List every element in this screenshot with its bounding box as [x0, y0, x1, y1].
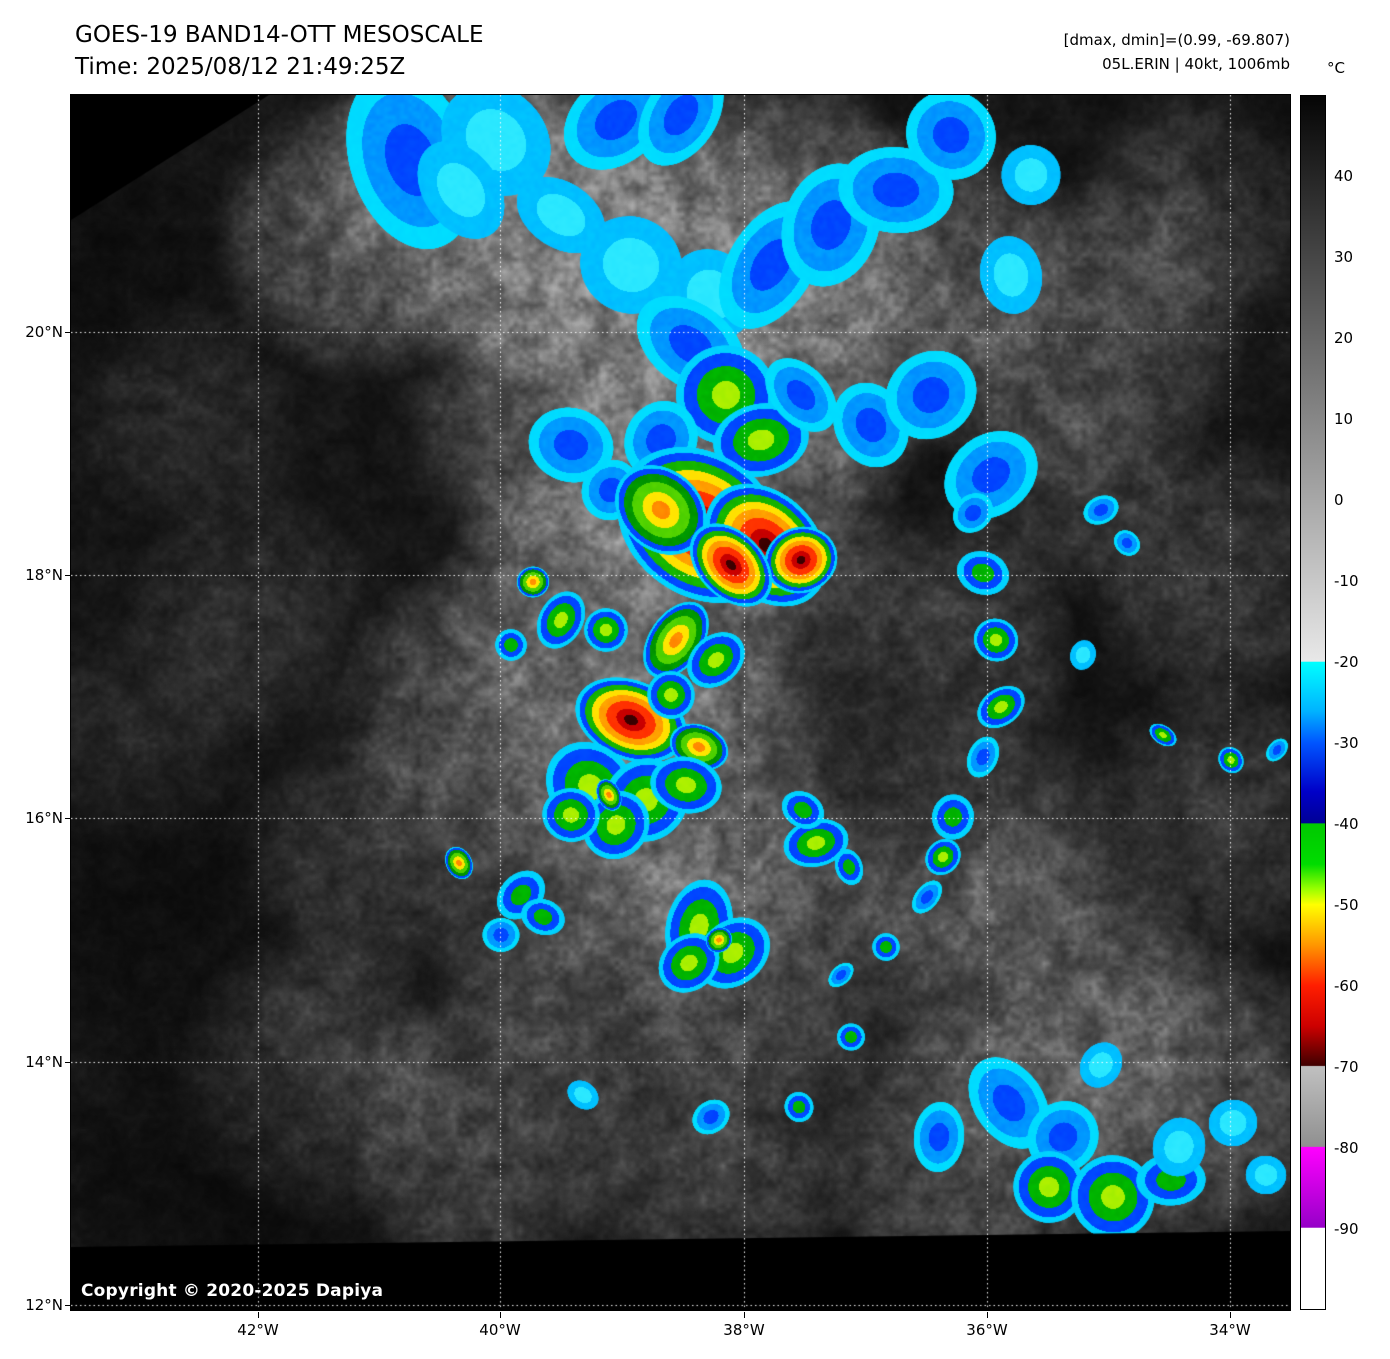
lat-tick	[65, 818, 71, 819]
lon-axis-label: 34°W	[1209, 1321, 1251, 1339]
lon-tick	[500, 1312, 501, 1318]
lat-tick	[65, 1062, 71, 1063]
copyright-watermark: Copyright © 2020-2025 Dapiya	[81, 1281, 384, 1301]
colorbar-tick-label: -60	[1334, 977, 1359, 995]
lat-axis-label: 16°N	[25, 809, 63, 827]
colorbar-tick-label: -90	[1334, 1220, 1359, 1238]
lon-tick	[987, 1312, 988, 1318]
colorbar-tick-label: -40	[1334, 815, 1359, 833]
timestamp: Time: 2025/08/12 21:49:25Z	[75, 54, 406, 80]
colorbar-tick-label: 30	[1334, 248, 1354, 266]
colorbar-tick-label: -70	[1334, 1058, 1359, 1076]
lat-tick	[65, 575, 71, 576]
lon-tick	[258, 1312, 259, 1318]
lon-tick	[744, 1312, 745, 1318]
lon-tick	[1230, 1312, 1231, 1318]
lon-axis-label: 42°W	[237, 1321, 279, 1339]
colorbar-tick-label: -50	[1334, 896, 1359, 914]
colorbar-tick-label: -20	[1334, 653, 1359, 671]
colorbar-tick-label: -30	[1334, 734, 1359, 752]
lat-axis-label: 20°N	[25, 323, 63, 341]
lat-axis-label: 12°N	[25, 1296, 63, 1314]
lon-axis-label: 38°W	[723, 1321, 765, 1339]
colorbar-tick-label: 0	[1334, 491, 1344, 509]
lon-axis-label: 36°W	[966, 1321, 1008, 1339]
satellite-image-canvas	[71, 95, 1290, 1310]
lat-tick	[65, 1305, 71, 1306]
lat-axis-label: 14°N	[25, 1053, 63, 1071]
colorbar-tick-label: 10	[1334, 410, 1354, 428]
lat-axis-label: 18°N	[25, 566, 63, 584]
dmax-dmin-readout: [dmax, dmin]=(0.99, -69.807)	[1063, 31, 1290, 49]
colorbar-tick-label: 40	[1334, 167, 1354, 185]
colorbar-tick-label: -10	[1334, 572, 1359, 590]
product-title: GOES-19 BAND14-OTT MESOSCALE	[75, 22, 484, 48]
lat-tick	[65, 332, 71, 333]
satellite-map: Copyright © 2020-2025 Dapiya	[70, 94, 1291, 1311]
colorbar-tick-label: 20	[1334, 329, 1354, 347]
colorbar-unit-label: °C	[1327, 59, 1345, 77]
colorbar-tick-label: -80	[1334, 1139, 1359, 1157]
temperature-colorbar	[1300, 95, 1326, 1310]
storm-info: 05L.ERIN | 40kt, 1006mb	[1102, 55, 1290, 73]
lon-axis-label: 40°W	[479, 1321, 521, 1339]
